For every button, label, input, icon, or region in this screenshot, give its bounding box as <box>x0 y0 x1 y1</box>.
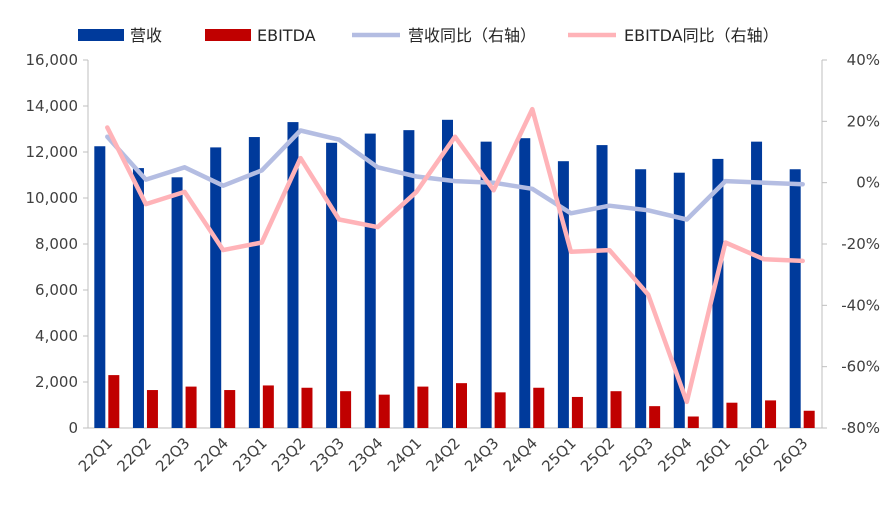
left-tick-label: 4,000 <box>35 327 78 345</box>
category-label: 22Q4 <box>191 434 232 475</box>
ebitda-bar <box>340 391 352 428</box>
revenue-bar <box>364 133 376 428</box>
category-label: 23Q1 <box>229 434 270 475</box>
category-label: 26Q3 <box>770 434 811 475</box>
legend-ebitda-swatch <box>205 29 251 41</box>
revenue-bar <box>712 158 724 428</box>
ebitda-bar <box>494 392 506 428</box>
revenue-bar <box>403 130 415 428</box>
category-label: 25Q1 <box>538 434 579 475</box>
ebitda-yoy-line <box>105 106 805 405</box>
category-label: 26Q1 <box>693 434 734 475</box>
revenue-bar <box>326 142 338 429</box>
revenue-bar <box>480 141 492 428</box>
left-tick-label: 16,000 <box>26 51 79 69</box>
category-label: 23Q2 <box>268 434 309 475</box>
category-label: 24Q3 <box>461 434 502 475</box>
left-tick-label: 14,000 <box>26 97 79 115</box>
ebitda-bar <box>610 391 622 428</box>
revenue-bar <box>789 169 801 428</box>
category-label: 23Q4 <box>345 434 386 475</box>
right-tick-label: 0% <box>856 174 880 192</box>
ebitda-bar <box>378 394 390 428</box>
ebitda-bar <box>301 387 313 428</box>
ebitda-bar <box>146 390 158 428</box>
legend-ebitda-yoy-label: EBITDA同比（右轴） <box>624 26 779 45</box>
legend-ebitda-label: EBITDA <box>257 26 316 45</box>
ebitda-bar <box>649 406 661 428</box>
right-tick-label: -40% <box>841 296 880 314</box>
revenue-bar <box>442 119 453 429</box>
category-label: 24Q2 <box>423 434 464 475</box>
revenue-bar <box>210 147 222 428</box>
revenue-bar <box>751 141 763 428</box>
ebitda-bar <box>533 387 545 428</box>
right-tick-label: -60% <box>841 358 880 376</box>
right-tick-label: -20% <box>841 235 880 253</box>
revenue-bar <box>596 145 608 428</box>
ebitda-bar <box>687 416 699 428</box>
revenue-bar <box>248 137 260 429</box>
left-tick-label: 8,000 <box>35 235 78 253</box>
category-label: 24Q1 <box>384 434 425 475</box>
left-tick-label: 12,000 <box>26 143 79 161</box>
ebitda-bar <box>185 386 197 428</box>
left-tick-label: 2,000 <box>35 373 78 391</box>
category-label: 22Q3 <box>152 434 193 475</box>
ebitda-bar <box>108 375 120 428</box>
legend-revenue-swatch <box>78 29 124 41</box>
ebitda-bar <box>803 410 815 428</box>
ebitda-bar <box>571 396 583 428</box>
left-tick-label: 10,000 <box>26 189 79 207</box>
revenue-yoy-line <box>105 128 805 222</box>
revenue-bar <box>132 168 144 428</box>
ebitda-bar <box>765 400 777 428</box>
category-label: 26Q2 <box>732 434 773 475</box>
category-label: 22Q2 <box>113 434 154 475</box>
right-tick-label: -80% <box>841 419 880 437</box>
ebitda-bar <box>224 390 236 428</box>
ebitda-bar <box>456 383 467 428</box>
ebitda-bar <box>726 402 738 428</box>
left-tick-label: 6,000 <box>35 281 78 299</box>
revenue-bar <box>673 172 685 428</box>
legend-revenue-label: 营收 <box>130 26 162 45</box>
revenue-bar <box>557 161 569 428</box>
category-label: 22Q1 <box>75 434 116 475</box>
legend-revenue-yoy-label: 营收同比（右轴） <box>408 26 536 45</box>
category-label: 25Q4 <box>654 434 695 475</box>
revenue-bar <box>94 146 106 428</box>
category-label: 25Q2 <box>577 434 618 475</box>
right-tick-label: 40% <box>847 51 880 69</box>
revenue-bar <box>171 177 183 428</box>
ebitda-bar <box>262 385 274 428</box>
category-label: 23Q3 <box>307 434 348 475</box>
revenue-bar <box>635 169 647 428</box>
ebitda-bar <box>417 386 429 428</box>
category-label: 25Q3 <box>616 434 657 475</box>
left-tick-label: 0 <box>68 419 78 437</box>
revenue-bar <box>287 122 299 428</box>
category-label: 24Q4 <box>500 434 541 475</box>
right-tick-label: 20% <box>847 112 880 130</box>
revenue-bar <box>519 138 531 428</box>
